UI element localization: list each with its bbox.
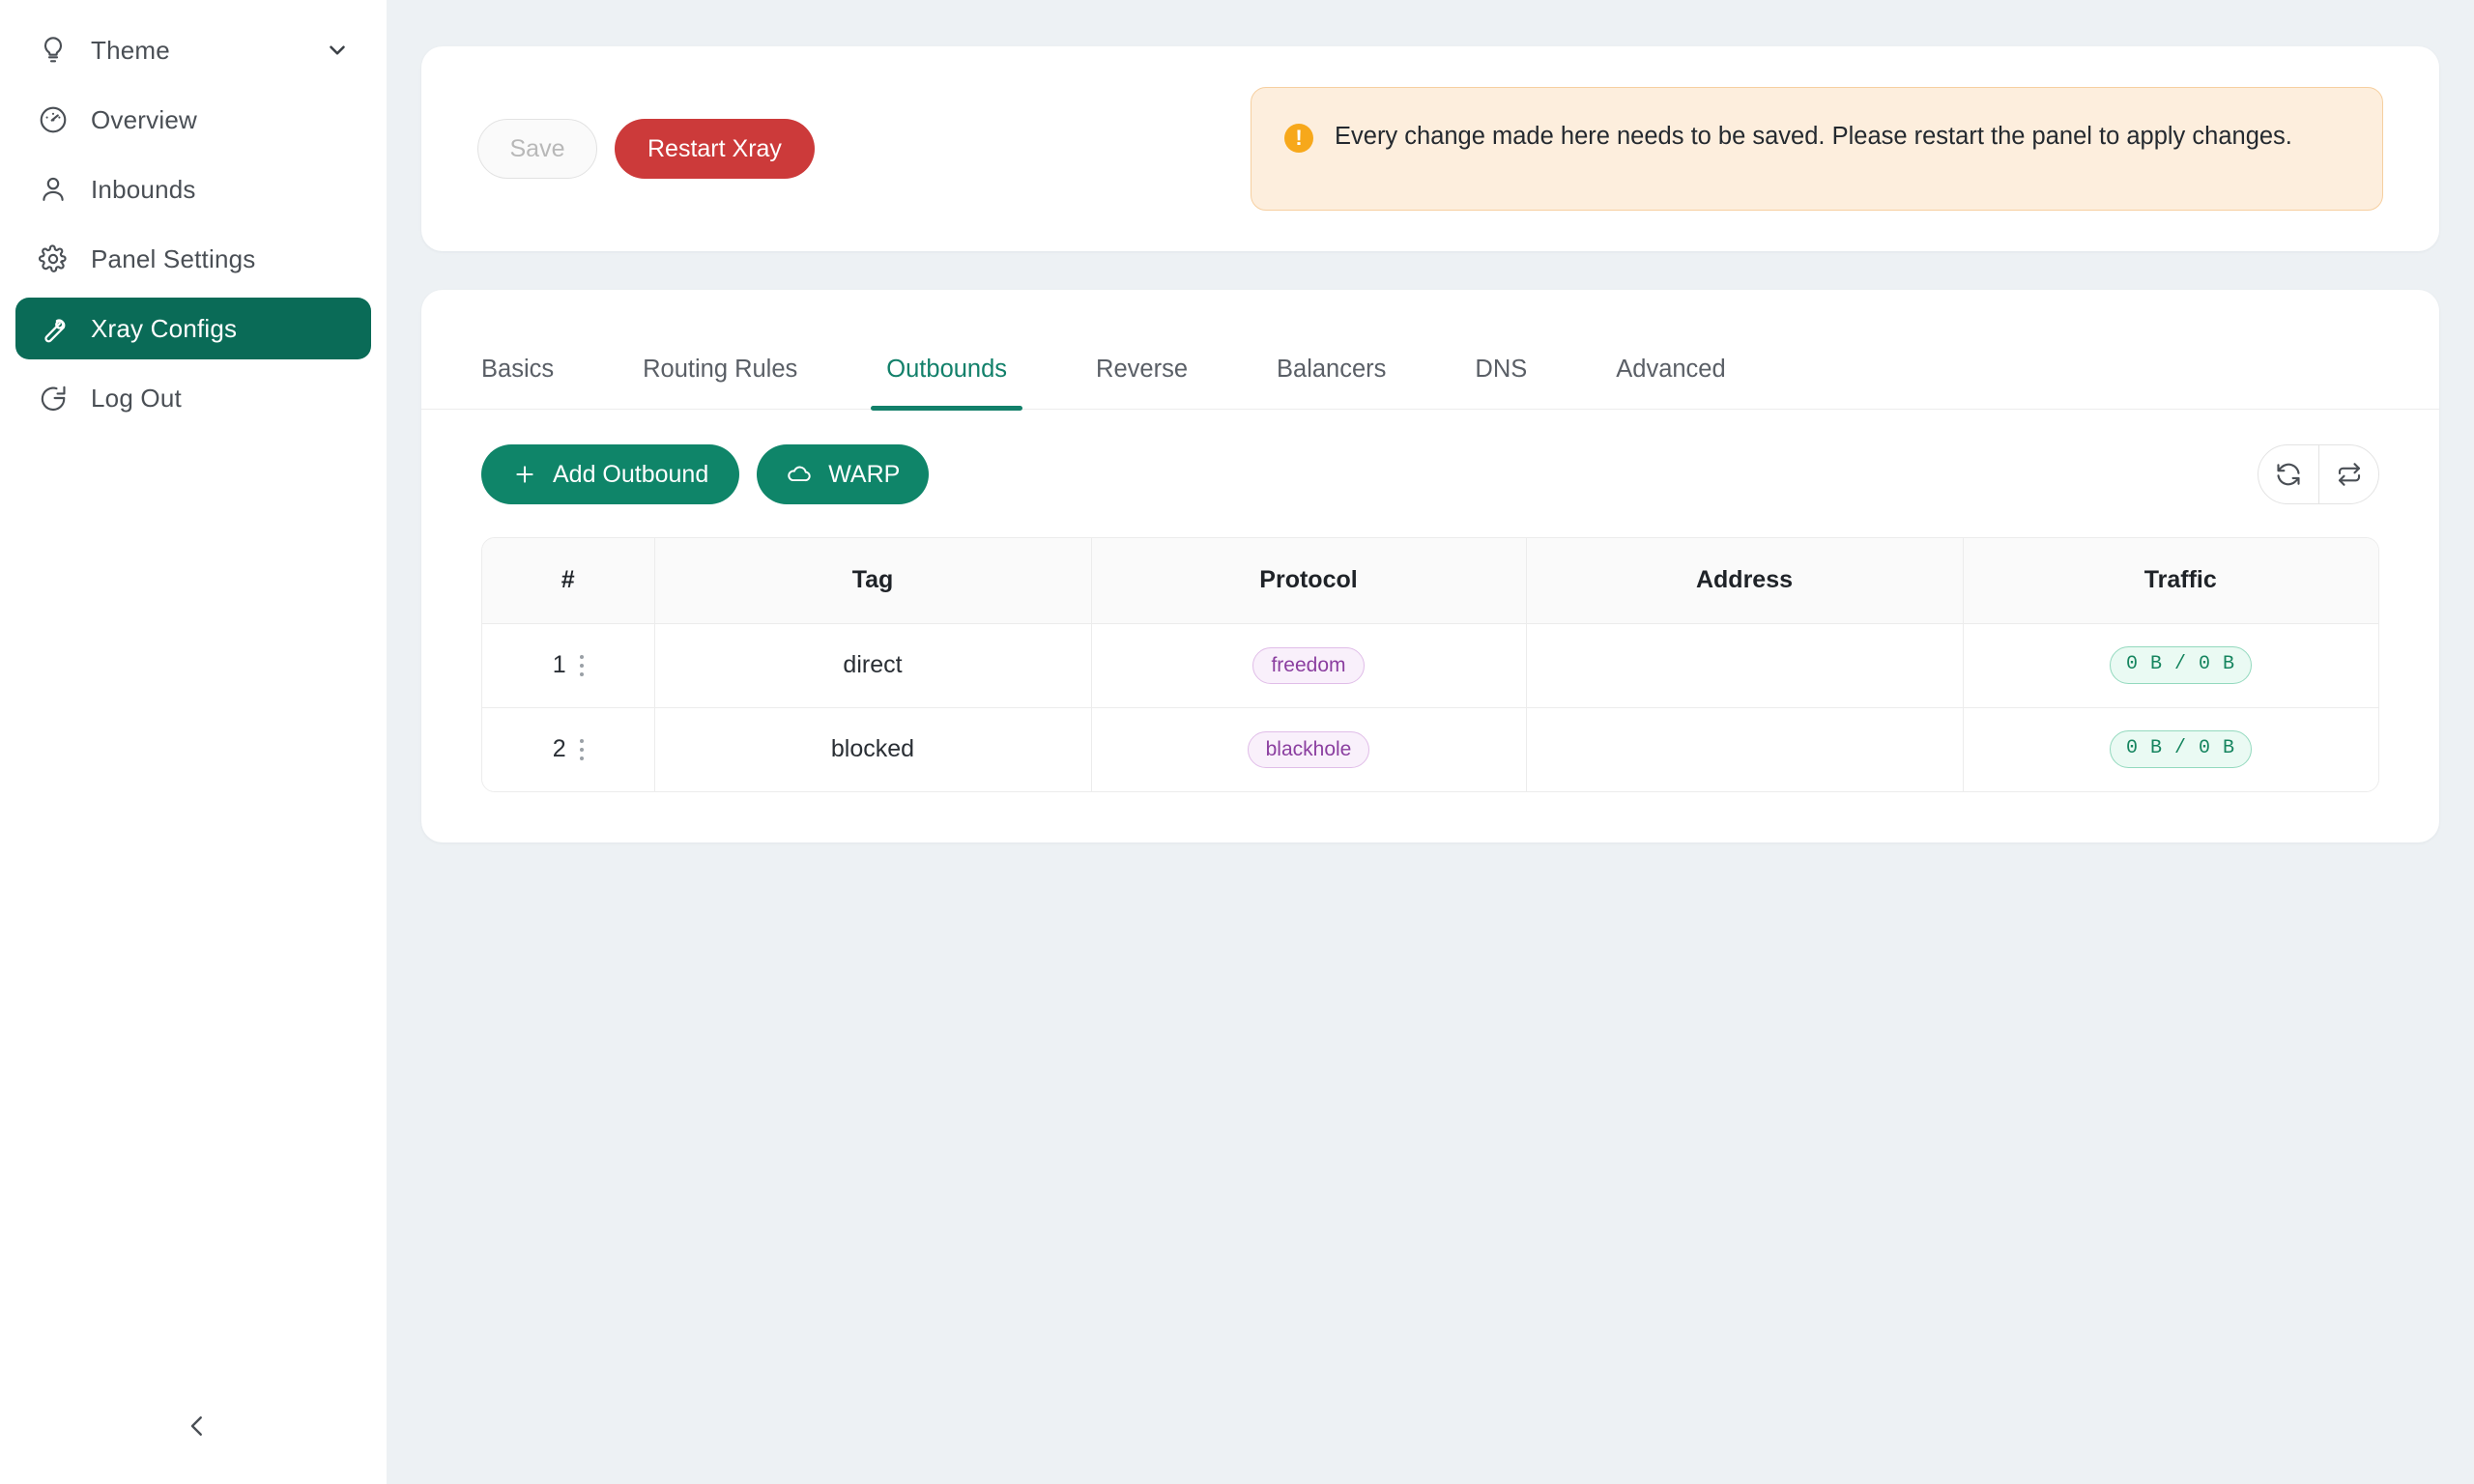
protocol-badge: freedom [1252,646,1365,684]
wrench-icon [37,312,70,345]
gear-icon [37,243,70,275]
warp-label: WARP [828,460,901,488]
column-header-index: # [482,538,655,624]
outbounds-toolbar: Add Outbound WARP [421,410,2439,504]
cell-tag: direct [654,623,1092,708]
tab-routing-rules[interactable]: Routing Rules [643,356,798,383]
warp-button[interactable]: WARP [757,444,930,504]
table-header: # Tag Protocol Address Traffic [482,538,2378,624]
tab-basics[interactable]: Basics [481,356,555,383]
plus-icon [512,462,537,487]
sidebar-item-overview[interactable]: Overview [15,89,371,151]
row-index: 1 [552,651,566,678]
column-header-address: Address [1526,538,1964,624]
outbounds-table-wrapper: # Tag Protocol Address Traffic 1 [481,537,2379,792]
sidebar-item-inbounds[interactable]: Inbounds [15,158,371,220]
cloud-icon [786,461,813,488]
tab-reverse[interactable]: Reverse [1096,356,1188,383]
add-outbound-button[interactable]: Add Outbound [481,444,740,504]
cell-traffic: 0 B / 0 B [1963,623,2378,708]
table-row[interactable]: 1 direct freedom 0 B / 0 B [482,623,2378,708]
tab-advanced[interactable]: Advanced [1616,356,1726,383]
column-header-protocol: Protocol [1091,538,1527,624]
sidebar-item-label: Theme [91,35,170,65]
column-header-tag: Tag [654,538,1092,624]
cell-index: 1 [482,623,655,708]
traffic-badge: 0 B / 0 B [2109,646,2252,684]
lightbulb-icon [37,34,70,67]
sidebar-item-theme[interactable]: Theme [15,19,371,81]
restart-xray-button[interactable]: Restart Xray [615,119,815,179]
sidebar-collapse-button[interactable] [172,1403,222,1453]
refresh-icon[interactable] [2258,445,2318,503]
gauge-icon [37,103,70,136]
tab-dns[interactable]: DNS [1475,356,1528,383]
sidebar-item-label: Log Out [91,383,182,413]
cell-traffic: 0 B / 0 B [1963,707,2378,791]
table-header-row: # Tag Protocol Address Traffic [482,538,2378,624]
table-tools-group [2258,444,2379,504]
sidebar-item-label: Overview [91,104,197,134]
sidebar-item-label: Inbounds [91,174,196,204]
sidebar-item-panel-settings[interactable]: Panel Settings [15,228,371,290]
sidebar-item-label: Xray Configs [91,313,238,343]
column-header-traffic: Traffic [1963,538,2378,624]
table-body: 1 direct freedom 0 B / 0 B [482,623,2378,791]
chevron-down-icon[interactable] [325,38,350,63]
save-warning-alert: ! Every change made here needs to be sav… [1251,87,2383,211]
tab-balancers[interactable]: Balancers [1277,356,1387,383]
cell-address [1526,707,1964,791]
repeat-icon[interactable] [2318,445,2378,503]
config-tabs: Basics Routing Rules Outbounds Reverse B… [421,290,2439,411]
sidebar-item-log-out[interactable]: Log Out [15,367,371,429]
row-index: 2 [552,735,566,763]
sidebar-item-label: Panel Settings [91,243,256,273]
outbounds-table: # Tag Protocol Address Traffic 1 [482,538,2378,791]
chevron-left-icon [183,1412,212,1445]
row-menu-icon[interactable] [579,736,584,762]
cell-tag: blocked [654,707,1092,791]
main-content: Save Restart Xray ! Every change made he… [387,0,2474,1484]
cell-index: 2 [482,707,655,791]
logout-icon [37,382,70,414]
add-outbound-label: Add Outbound [553,460,709,488]
cell-protocol: freedom [1091,623,1527,708]
exclamation-circle-icon: ! [1284,124,1313,153]
row-menu-icon[interactable] [579,652,584,678]
sidebar-item-xray-configs[interactable]: Xray Configs [15,298,371,359]
cell-protocol: blackhole [1091,707,1527,791]
alert-message: Every change made here needs to be saved… [1335,123,2292,150]
cell-address [1526,623,1964,708]
action-bar-card: Save Restart Xray ! Every change made he… [421,46,2439,251]
save-button[interactable]: Save [477,119,597,179]
xray-config-panel: Basics Routing Rules Outbounds Reverse B… [421,290,2439,842]
traffic-badge: 0 B / 0 B [2109,730,2252,769]
table-row[interactable]: 2 blocked blackhole 0 B / 0 B [482,707,2378,791]
tab-outbounds[interactable]: Outbounds [871,356,1022,411]
protocol-badge: blackhole [1247,730,1370,768]
sidebar: Theme Overview [0,0,387,1484]
user-icon [37,173,70,206]
